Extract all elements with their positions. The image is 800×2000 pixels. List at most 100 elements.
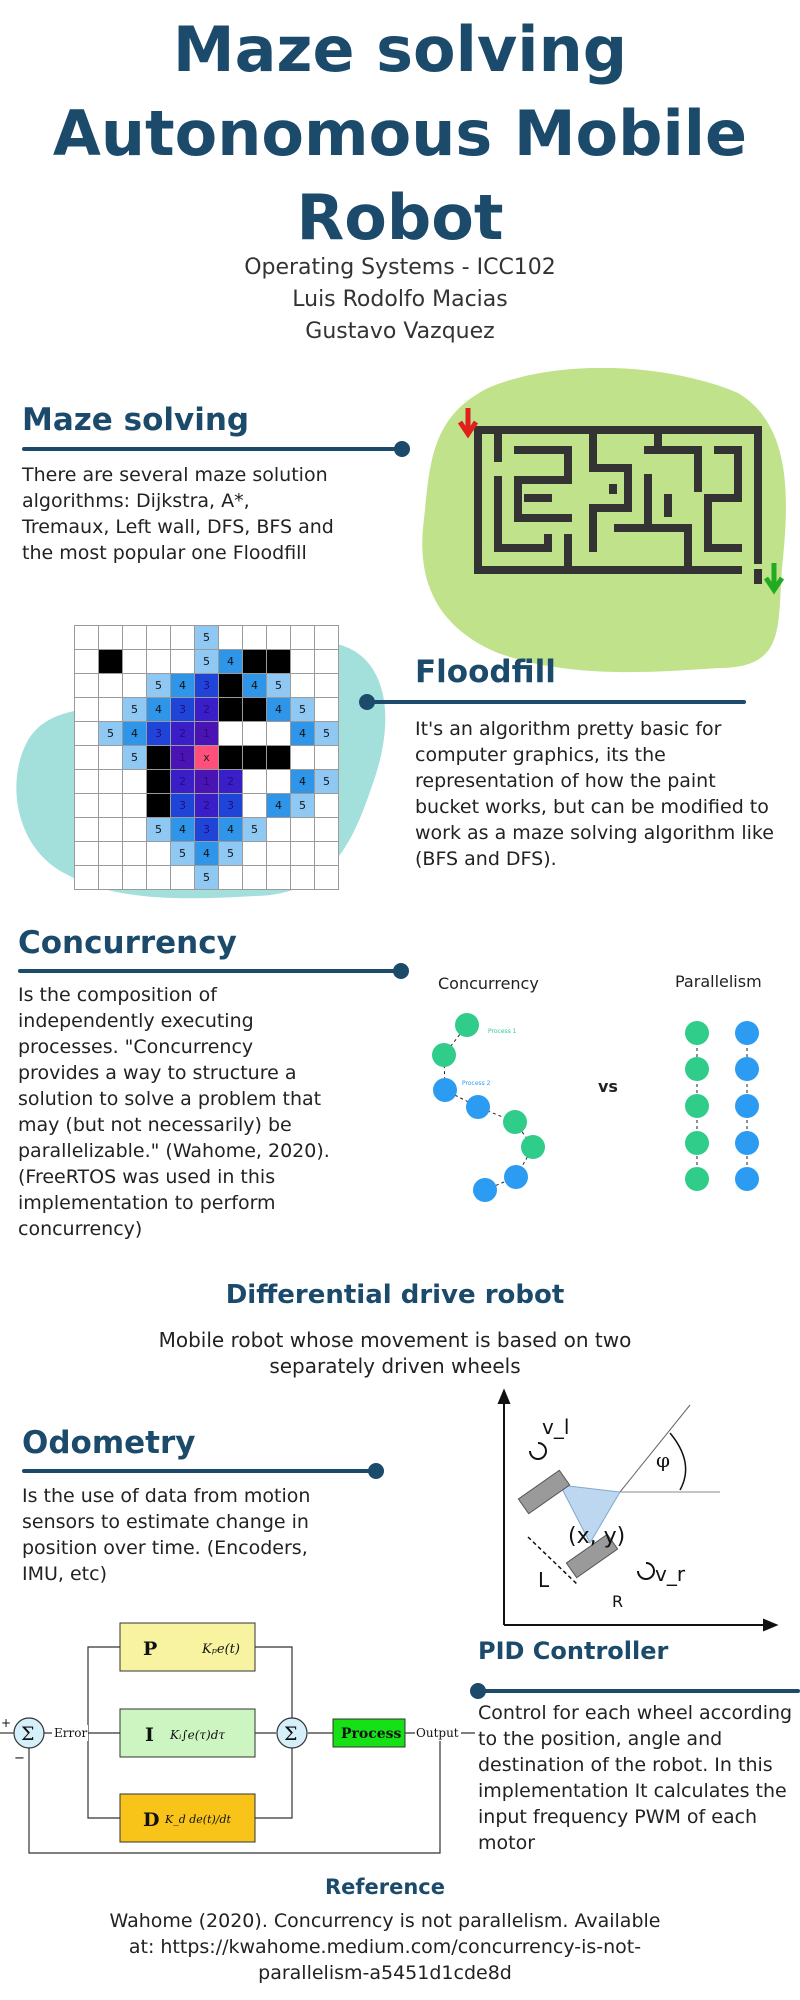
floodfill-cell: 1: [170, 745, 195, 770]
title-line-2: Autonomous Mobile: [52, 97, 748, 170]
concurrency-rule-dot: [393, 963, 409, 979]
d-block: [119, 1793, 256, 1843]
concurrency-blue-node: [433, 1078, 457, 1102]
floodfill-cell: 5: [98, 721, 123, 746]
floodfill-cell: [74, 865, 99, 890]
floodfill-cell: [122, 817, 147, 842]
differential-drive-diagram: v_l v_r φ (x, y) L R: [497, 1388, 779, 1632]
floodfill-cell: [290, 817, 315, 842]
course-name: Operating Systems - ICC102: [244, 255, 556, 280]
floodfill-cell: [74, 649, 99, 674]
d-label: D: [143, 1809, 159, 1831]
floodfill-cell: [74, 697, 99, 722]
floodfill-cell: 5: [290, 793, 315, 818]
floodfill-cell: [290, 745, 315, 770]
parallel-green-node: [685, 1167, 709, 1191]
floodfill-cell: [74, 769, 99, 794]
xy-label: (x, y): [568, 1524, 625, 1549]
process-1-label: Process 1: [488, 1028, 517, 1035]
floodfill-cell: 4: [242, 673, 267, 698]
floodfill-cell: [98, 649, 123, 674]
floodfill-cell: 5: [170, 841, 195, 866]
floodfill-cell: [74, 841, 99, 866]
floodfill-cell: [266, 817, 291, 842]
concurrency-green-node: [432, 1043, 456, 1067]
floodfill-cell: [314, 793, 339, 818]
maze-solving-text: There are several maze solution algorith…: [22, 464, 334, 564]
floodfill-cell: [74, 673, 99, 698]
track-width-line: [527, 1536, 579, 1586]
floodfill-cell: [74, 817, 99, 842]
floodfill-cell: 5: [194, 865, 219, 890]
floodfill-cell: [242, 769, 267, 794]
floodfill-cell: [146, 865, 171, 890]
floodfill-cell: [122, 793, 147, 818]
parallel-blue-node: [735, 1021, 759, 1045]
title-line-1: Maze solving: [172, 13, 628, 86]
v-r-label: v_r: [655, 1562, 686, 1586]
floodfill-cell: 4: [290, 769, 315, 794]
reference-line-2: at: https://kwahome.medium.com/concurren…: [128, 1936, 642, 1958]
author-1: Luis Rodolfo Macias: [292, 287, 508, 312]
floodfill-cell: [98, 673, 123, 698]
floodfill-cell: [98, 745, 123, 770]
floodfill-cell: [170, 865, 195, 890]
floodfill-cell: x: [194, 745, 219, 770]
floodfill-cell: 4: [266, 793, 291, 818]
pid-block-diagram: Σ Σ + − Error P I D Kₚe(t) Kᵢ∫e(τ)dτ K_d…: [0, 1622, 475, 1854]
rotation-arrow-right: [637, 1562, 655, 1580]
concurrency-blue-node: [504, 1165, 528, 1189]
parallelism-diagram-label: Parallelism: [675, 972, 762, 991]
floodfill-cell: [290, 649, 315, 674]
output-label: Output: [416, 1726, 459, 1740]
angle-arc: [669, 1432, 687, 1491]
parallel-blue-node: [735, 1131, 759, 1155]
i-block: [119, 1708, 256, 1758]
floodfill-cell: [98, 769, 123, 794]
floodfill-cell: [146, 625, 171, 650]
odometry-heading-rule: [22, 1469, 376, 1473]
odometry-rule-dot: [368, 1463, 384, 1479]
floodfill-grid-row: 5: [74, 625, 339, 650]
maze-exit-arrow: [763, 563, 785, 595]
floodfill-cell: 4: [218, 649, 243, 674]
floodfill-cell: 5: [314, 769, 339, 794]
floodfill-cell: [314, 817, 339, 842]
floodfill-cell: 5: [122, 697, 147, 722]
floodfill-cell: [314, 697, 339, 722]
floodfill-cell: 3: [194, 673, 219, 698]
floodfill-cell: [170, 625, 195, 650]
floodfill-cell: 5: [242, 817, 267, 842]
floodfill-cell: [266, 721, 291, 746]
title-line-3: Robot: [296, 181, 504, 254]
floodfill-cell: [242, 625, 267, 650]
floodfill-cell: 3: [146, 721, 171, 746]
process-block: [332, 1718, 406, 1748]
parallel-green-node: [685, 1057, 709, 1081]
floodfill-cell: [98, 697, 123, 722]
floodfill-cell: [74, 625, 99, 650]
pid-controller-heading: PID Controller: [478, 1637, 669, 1665]
floodfill-cell: 4: [122, 721, 147, 746]
robot-body: [559, 1484, 621, 1545]
phi-label: φ: [656, 1448, 670, 1472]
floodfill-cell: [146, 841, 171, 866]
concurrency-heading: Concurrency: [18, 925, 237, 961]
p-label: P: [143, 1638, 157, 1660]
floodfill-cell: [98, 625, 123, 650]
pid-wiring: [0, 1646, 475, 1854]
floodfill-cell: [242, 793, 267, 818]
floodfill-cell: [314, 673, 339, 698]
floodfill-cell: 2: [170, 721, 195, 746]
floodfill-cell: [218, 721, 243, 746]
floodfill-cell: 3: [170, 793, 195, 818]
concurrency-blue-node: [473, 1178, 497, 1202]
floodfill-cell: 2: [194, 697, 219, 722]
floodfill-cell: [122, 673, 147, 698]
